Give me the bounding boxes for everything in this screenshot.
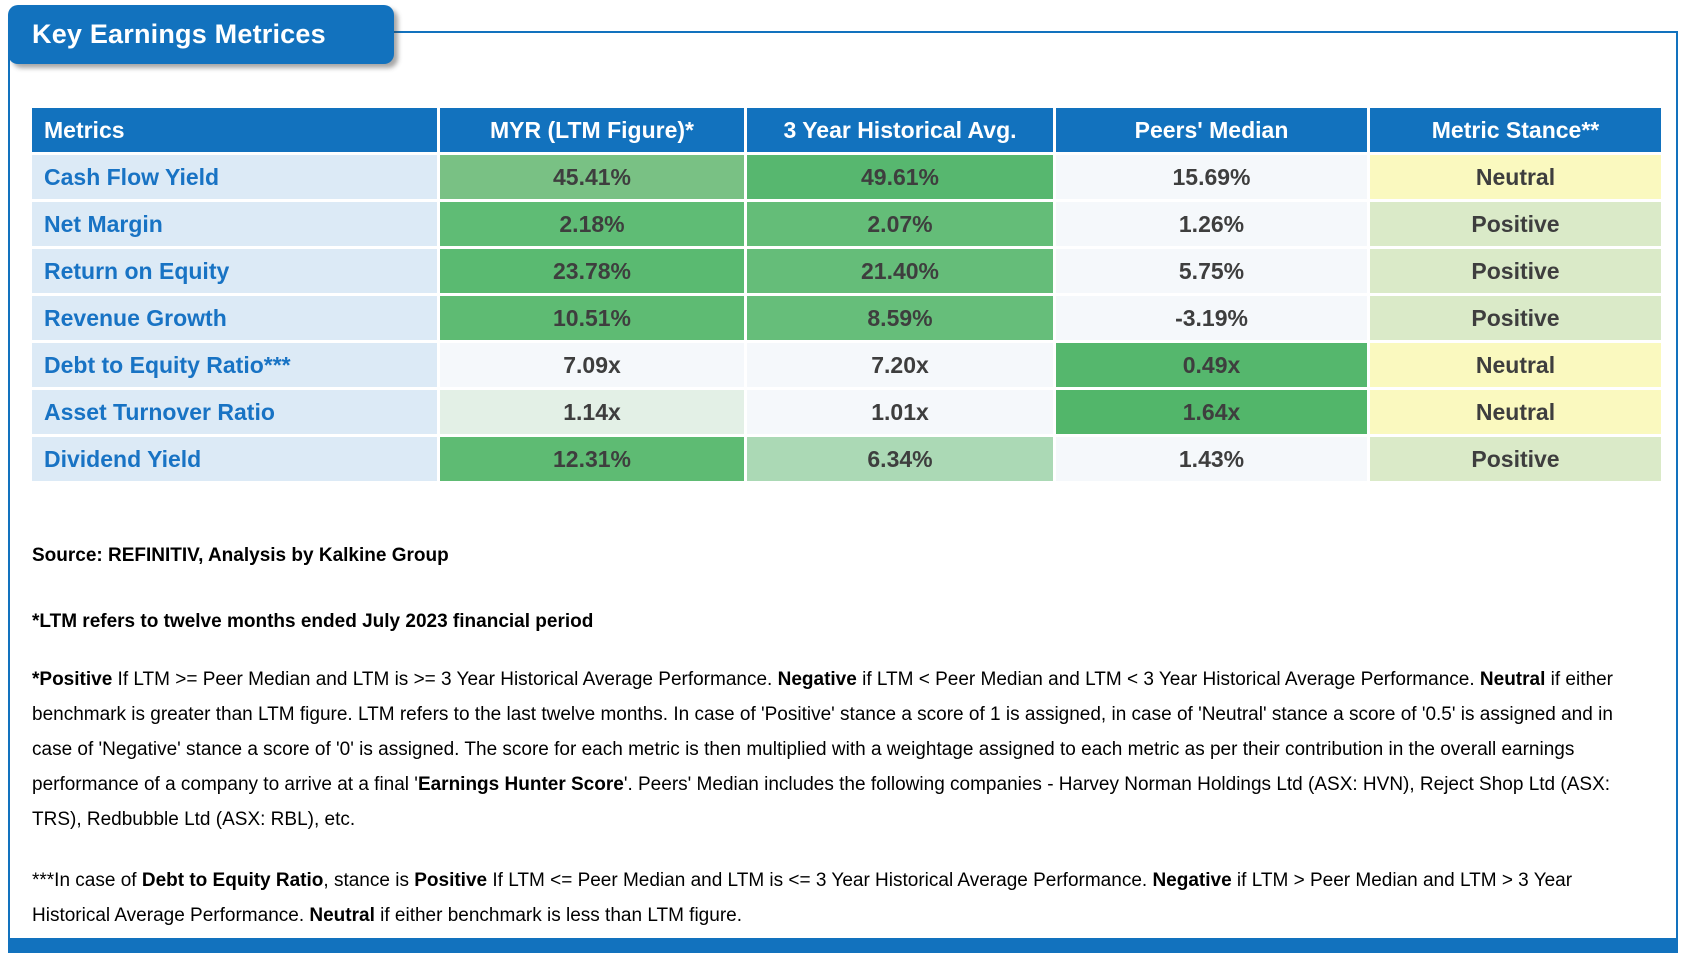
hist-value: 2.07% [747,202,1053,246]
ltm-value: 45.41% [440,155,744,199]
metric-label: Dividend Yield [32,437,437,481]
debt-ratio-note: ***In case of Debt to Equity Ratio, stan… [32,870,1573,926]
stance-value: Neutral [1370,155,1661,199]
stance-value: Neutral [1370,343,1661,387]
peers-value: 1.64x [1056,390,1367,434]
peers-value: 1.26% [1056,202,1367,246]
peers-value: 0.49x [1056,343,1367,387]
hist-value: 49.61% [747,155,1053,199]
ltm-value: 7.09x [440,343,744,387]
footnotes: Source: REFINITIV, Analysis by Kalkine G… [10,545,1676,933]
hist-value: 8.59% [747,296,1053,340]
content-frame: Metrics MYR (LTM Figure)* 3 Year Histori… [8,31,1678,953]
hist-value: 1.01x [747,390,1053,434]
stance-value: Positive [1370,296,1661,340]
column-header-peers-median: Peers' Median [1056,108,1367,152]
hist-value: 21.40% [747,249,1053,293]
metric-label: Return on Equity [32,249,437,293]
column-header-metric-stance: Metric Stance** [1370,108,1661,152]
ltm-value: 10.51% [440,296,744,340]
ltm-value: 1.14x [440,390,744,434]
ltm-value: 12.31% [440,437,744,481]
peers-value: 15.69% [1056,155,1367,199]
title-banner: Key Earnings Metrices [8,5,394,64]
column-header-metrics: Metrics [32,108,437,152]
stance-value: Positive [1370,249,1661,293]
metric-label: Debt to Equity Ratio*** [32,343,437,387]
metric-label: Net Margin [32,202,437,246]
peers-value: 5.75% [1056,249,1367,293]
ltm-note: *LTM refers to twelve months ended July … [32,611,594,632]
ltm-value: 2.18% [440,202,744,246]
stance-methodology-note: *Positive If LTM >= Peer Median and LTM … [32,669,1613,830]
metric-label: Cash Flow Yield [32,155,437,199]
bottom-accent-bar [10,938,1676,951]
metrics-table: Metrics MYR (LTM Figure)* 3 Year Histori… [32,108,1661,481]
ltm-value: 23.78% [440,249,744,293]
peers-value: 1.43% [1056,437,1367,481]
stance-value: Positive [1370,437,1661,481]
metric-label: Revenue Growth [32,296,437,340]
page-title: Key Earnings Metrices [32,19,326,49]
stance-value: Neutral [1370,390,1661,434]
peers-value: -3.19% [1056,296,1367,340]
column-header-myr-ltm: MYR (LTM Figure)* [440,108,744,152]
hist-value: 6.34% [747,437,1053,481]
column-header-3yr-avg: 3 Year Historical Avg. [747,108,1053,152]
hist-value: 7.20x [747,343,1053,387]
metric-label: Asset Turnover Ratio [32,390,437,434]
stance-value: Positive [1370,202,1661,246]
source-note: Source: REFINITIV, Analysis by Kalkine G… [32,545,449,566]
